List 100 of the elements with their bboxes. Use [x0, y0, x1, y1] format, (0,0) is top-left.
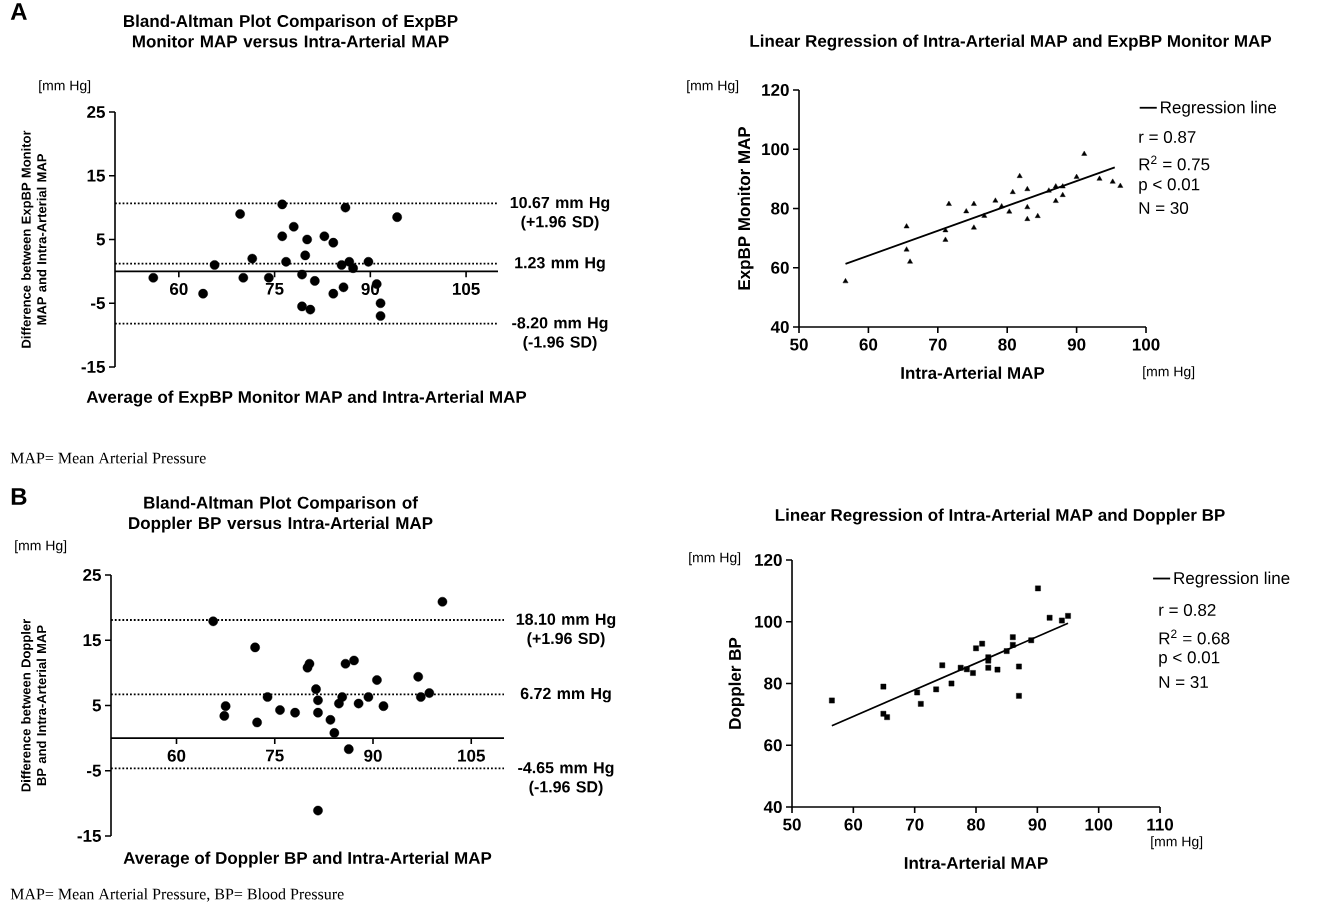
- point: [1024, 215, 1031, 221]
- point: [1052, 183, 1059, 189]
- point: [1046, 187, 1052, 193]
- y-axis-title: Doppler BP: [728, 637, 745, 729]
- text: A: [10, 3, 27, 20]
- annotation: p < 0.01: [1139, 178, 1200, 194]
- point: [375, 298, 386, 309]
- point: [148, 272, 159, 283]
- point: [981, 212, 988, 218]
- annotation: r = 0.87: [1139, 130, 1196, 144]
- y-tick-label: -15: [81, 361, 105, 373]
- point: [994, 666, 1001, 673]
- x-axis-title: Average of ExpBP Monitor MAP and Intra-Arterial MAP: [86, 390, 527, 407]
- text: [mm Hg]: [689, 552, 741, 566]
- point: [337, 692, 348, 702]
- y-tick-label: 15: [83, 634, 101, 647]
- point: [275, 705, 285, 715]
- text: [mm Hg]: [1143, 366, 1195, 380]
- x-axis-title: Intra-Arterial MAP: [904, 856, 1048, 870]
- point: [416, 692, 426, 702]
- point: [957, 664, 964, 671]
- point: [220, 701, 231, 711]
- x-axis-title: Average of Doppler BP and Intra-Arterial MAP: [123, 851, 492, 868]
- point: [979, 640, 985, 647]
- x-tick-label: 110: [1147, 818, 1174, 831]
- annotation: R$^{2}$ = 0.75: [1139, 155, 1210, 171]
- y-tick-label: 40: [770, 320, 789, 334]
- annotation: R$^{2}$ = 0.68: [1159, 629, 1230, 645]
- y-tick-label: 25: [83, 568, 101, 582]
- point: [942, 227, 949, 233]
- text: [mm Hg]: [39, 80, 91, 94]
- point: [1016, 663, 1022, 670]
- point: [349, 655, 359, 666]
- point: [348, 263, 358, 273]
- x-tick-label: 100: [1085, 818, 1113, 831]
- ref-line-label: 6.72 mm Hg: [520, 687, 611, 703]
- point: [310, 276, 320, 286]
- point: [281, 257, 291, 267]
- point: [290, 707, 300, 718]
- annotation: N = 30: [1139, 201, 1189, 215]
- point: [918, 701, 924, 707]
- point: [297, 301, 307, 312]
- point: [378, 701, 389, 711]
- x-tick-label: 75: [265, 282, 284, 295]
- point: [238, 272, 249, 283]
- y-tick-label: 80: [764, 677, 782, 690]
- chart-title: Linear Regression of Intra-Arterial MAP and ExpBP Monitor MAP: [750, 34, 1272, 51]
- point: [1016, 693, 1022, 699]
- y-tick-label: 5: [96, 233, 105, 246]
- point: [942, 236, 949, 242]
- point: [884, 714, 890, 720]
- point: [252, 717, 262, 728]
- y-tick-label: 25: [87, 105, 105, 119]
- text: [mm Hg]: [687, 80, 739, 94]
- point: [1109, 178, 1116, 184]
- point: [288, 221, 299, 232]
- point: [1006, 208, 1013, 214]
- point: [300, 250, 311, 261]
- point: [338, 282, 349, 293]
- x-tick-label: 70: [929, 338, 947, 351]
- annotation: N = 31: [1159, 675, 1208, 689]
- chart-title: Bland-Altman Plot Comparison of Doppler BP versus Intra-Arterial MAP: [129, 496, 433, 533]
- point: [209, 260, 220, 270]
- point: [328, 288, 339, 299]
- point: [998, 203, 1005, 209]
- point: [1052, 197, 1059, 203]
- x-tick-label: 90: [1067, 338, 1086, 351]
- point: [1009, 189, 1016, 194]
- y-tick-label: 60: [764, 739, 782, 752]
- text: MAP= Mean Arterial Pressure: [10, 452, 206, 464]
- annotation: r = 0.82: [1159, 603, 1216, 617]
- x-tick-label: 50: [790, 338, 808, 351]
- point: [903, 223, 910, 229]
- point: [328, 237, 339, 248]
- point: [1059, 191, 1066, 197]
- y-tick-label: 120: [755, 553, 782, 567]
- point: [1065, 613, 1071, 619]
- ref-line-label: 10.67 mm Hg (+1.96 SD): [510, 196, 610, 231]
- y-axis-title: Difference between Doppler BP and Intra-Arterial MAP: [21, 619, 47, 792]
- y-tick-label: 100: [755, 615, 782, 628]
- ref-line-label: -4.65 mm Hg (-1.96 SD): [518, 762, 614, 796]
- point: [1010, 642, 1016, 648]
- point: [219, 711, 230, 721]
- point: [971, 200, 977, 206]
- y-axis-title: Difference between ExpBP Monitor MAP and Intra-Arterial MAP: [21, 130, 47, 348]
- x-tick-label: 80: [967, 818, 985, 831]
- y-tick-label: -15: [77, 830, 101, 842]
- y-tick-label: -5: [91, 297, 105, 310]
- point: [363, 692, 374, 702]
- point: [250, 642, 260, 653]
- point: [247, 253, 258, 264]
- point: [1024, 204, 1031, 210]
- point: [313, 805, 323, 816]
- point: [262, 692, 273, 702]
- y-tick-label: 5: [92, 699, 101, 712]
- point: [1081, 150, 1088, 156]
- y-axis-title: ExpBP Monitor MAP: [737, 126, 754, 290]
- point: [264, 272, 274, 283]
- point: [914, 689, 920, 696]
- x-tick-label: 100: [1132, 338, 1160, 351]
